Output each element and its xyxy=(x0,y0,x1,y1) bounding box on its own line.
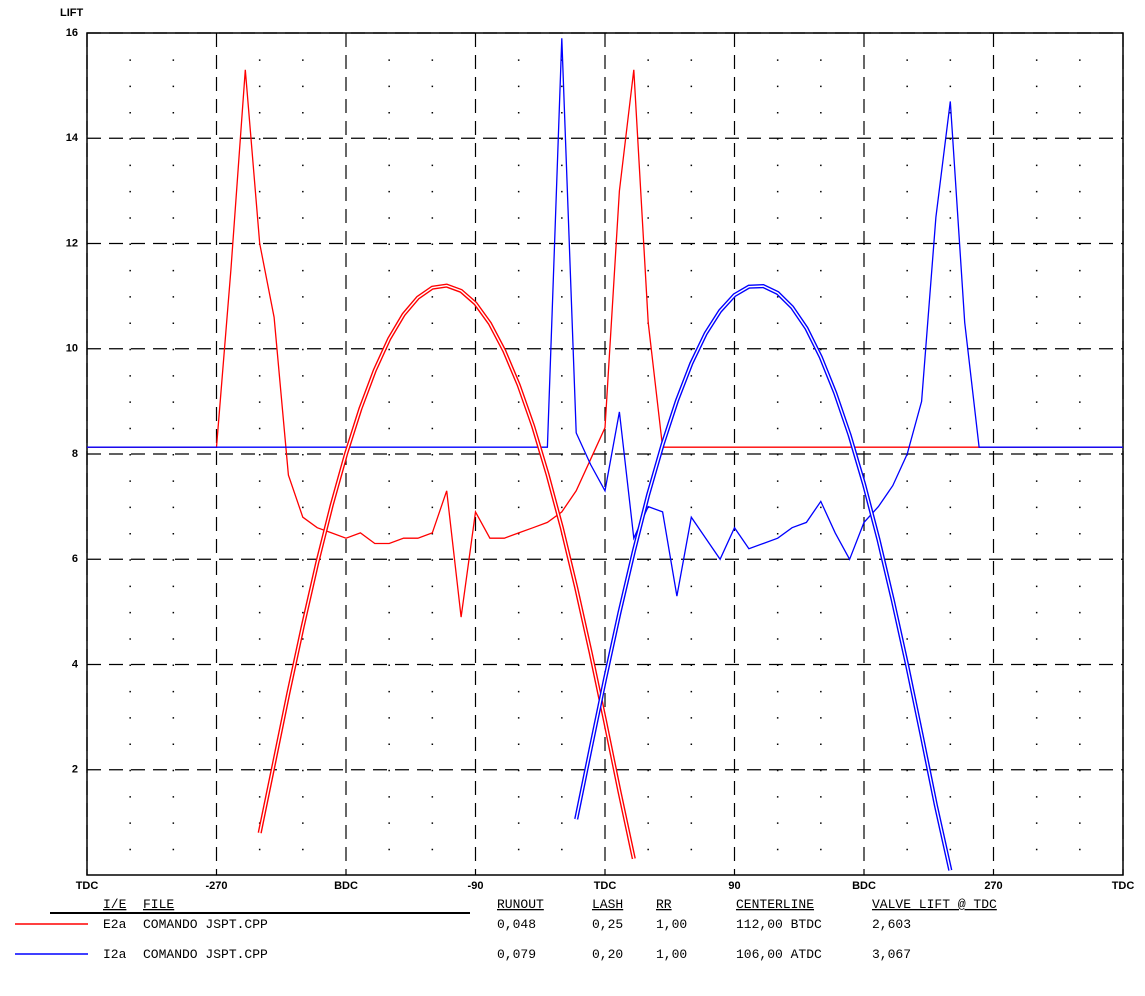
table-cell: COMANDO JSPT.CPP xyxy=(143,917,268,932)
x-tick-label: 270 xyxy=(984,880,1002,892)
y-tick-label: 16 xyxy=(66,27,78,39)
table-header: FILE xyxy=(143,897,174,912)
table-header: CENTERLINE xyxy=(736,897,814,912)
y-tick-label: 4 xyxy=(72,658,79,670)
lift-line-inner xyxy=(575,285,951,871)
y-tick-label: 2 xyxy=(72,764,78,776)
y-tick-label: 8 xyxy=(72,448,78,460)
y-tick-label: 12 xyxy=(66,237,78,249)
y-tick-label: 14 xyxy=(66,132,79,144)
legend-label: E2a xyxy=(103,917,127,932)
table-header: RR xyxy=(656,897,672,912)
x-tick-label: BDC xyxy=(852,880,876,892)
table-cell: 106,00 ATDC xyxy=(736,947,822,962)
x-tick-label: TDC xyxy=(76,880,99,892)
table-header: LASH xyxy=(592,897,623,912)
table-cell: 0,25 xyxy=(592,917,623,932)
table-cell: 112,00 BTDC xyxy=(736,917,822,932)
lift-line xyxy=(257,283,636,860)
table-cell: 0,20 xyxy=(592,947,623,962)
table-cell: 0,079 xyxy=(497,947,536,962)
lift-line-inner xyxy=(259,284,635,859)
x-tick-label: TDC xyxy=(1112,880,1135,892)
legend-label: I2a xyxy=(103,947,127,962)
table-cell: 1,00 xyxy=(656,917,687,932)
table-header: VALVE LIFT @ TDC xyxy=(872,897,997,912)
table-header: I/E xyxy=(103,897,127,912)
table-cell: 0,048 xyxy=(497,917,536,932)
x-tick-label: BDC xyxy=(334,880,358,892)
lift-line xyxy=(574,283,953,871)
x-tick-label: 90 xyxy=(728,880,740,892)
table-cell: 2,603 xyxy=(872,917,911,932)
y-axis-label: LIFT xyxy=(60,7,83,19)
table-cell: 3,067 xyxy=(872,947,911,962)
table-header: RUNOUT xyxy=(497,897,544,912)
table-cell: COMANDO JSPT.CPP xyxy=(143,947,268,962)
x-tick-label: -90 xyxy=(468,880,484,892)
y-tick-label: 10 xyxy=(66,343,78,355)
table-cell: 1,00 xyxy=(656,947,687,962)
trace-line xyxy=(87,38,1123,597)
trace-line xyxy=(87,69,1123,618)
x-tick-label: -270 xyxy=(205,880,227,892)
x-tick-label: TDC xyxy=(594,880,617,892)
y-tick-label: 6 xyxy=(72,553,78,565)
